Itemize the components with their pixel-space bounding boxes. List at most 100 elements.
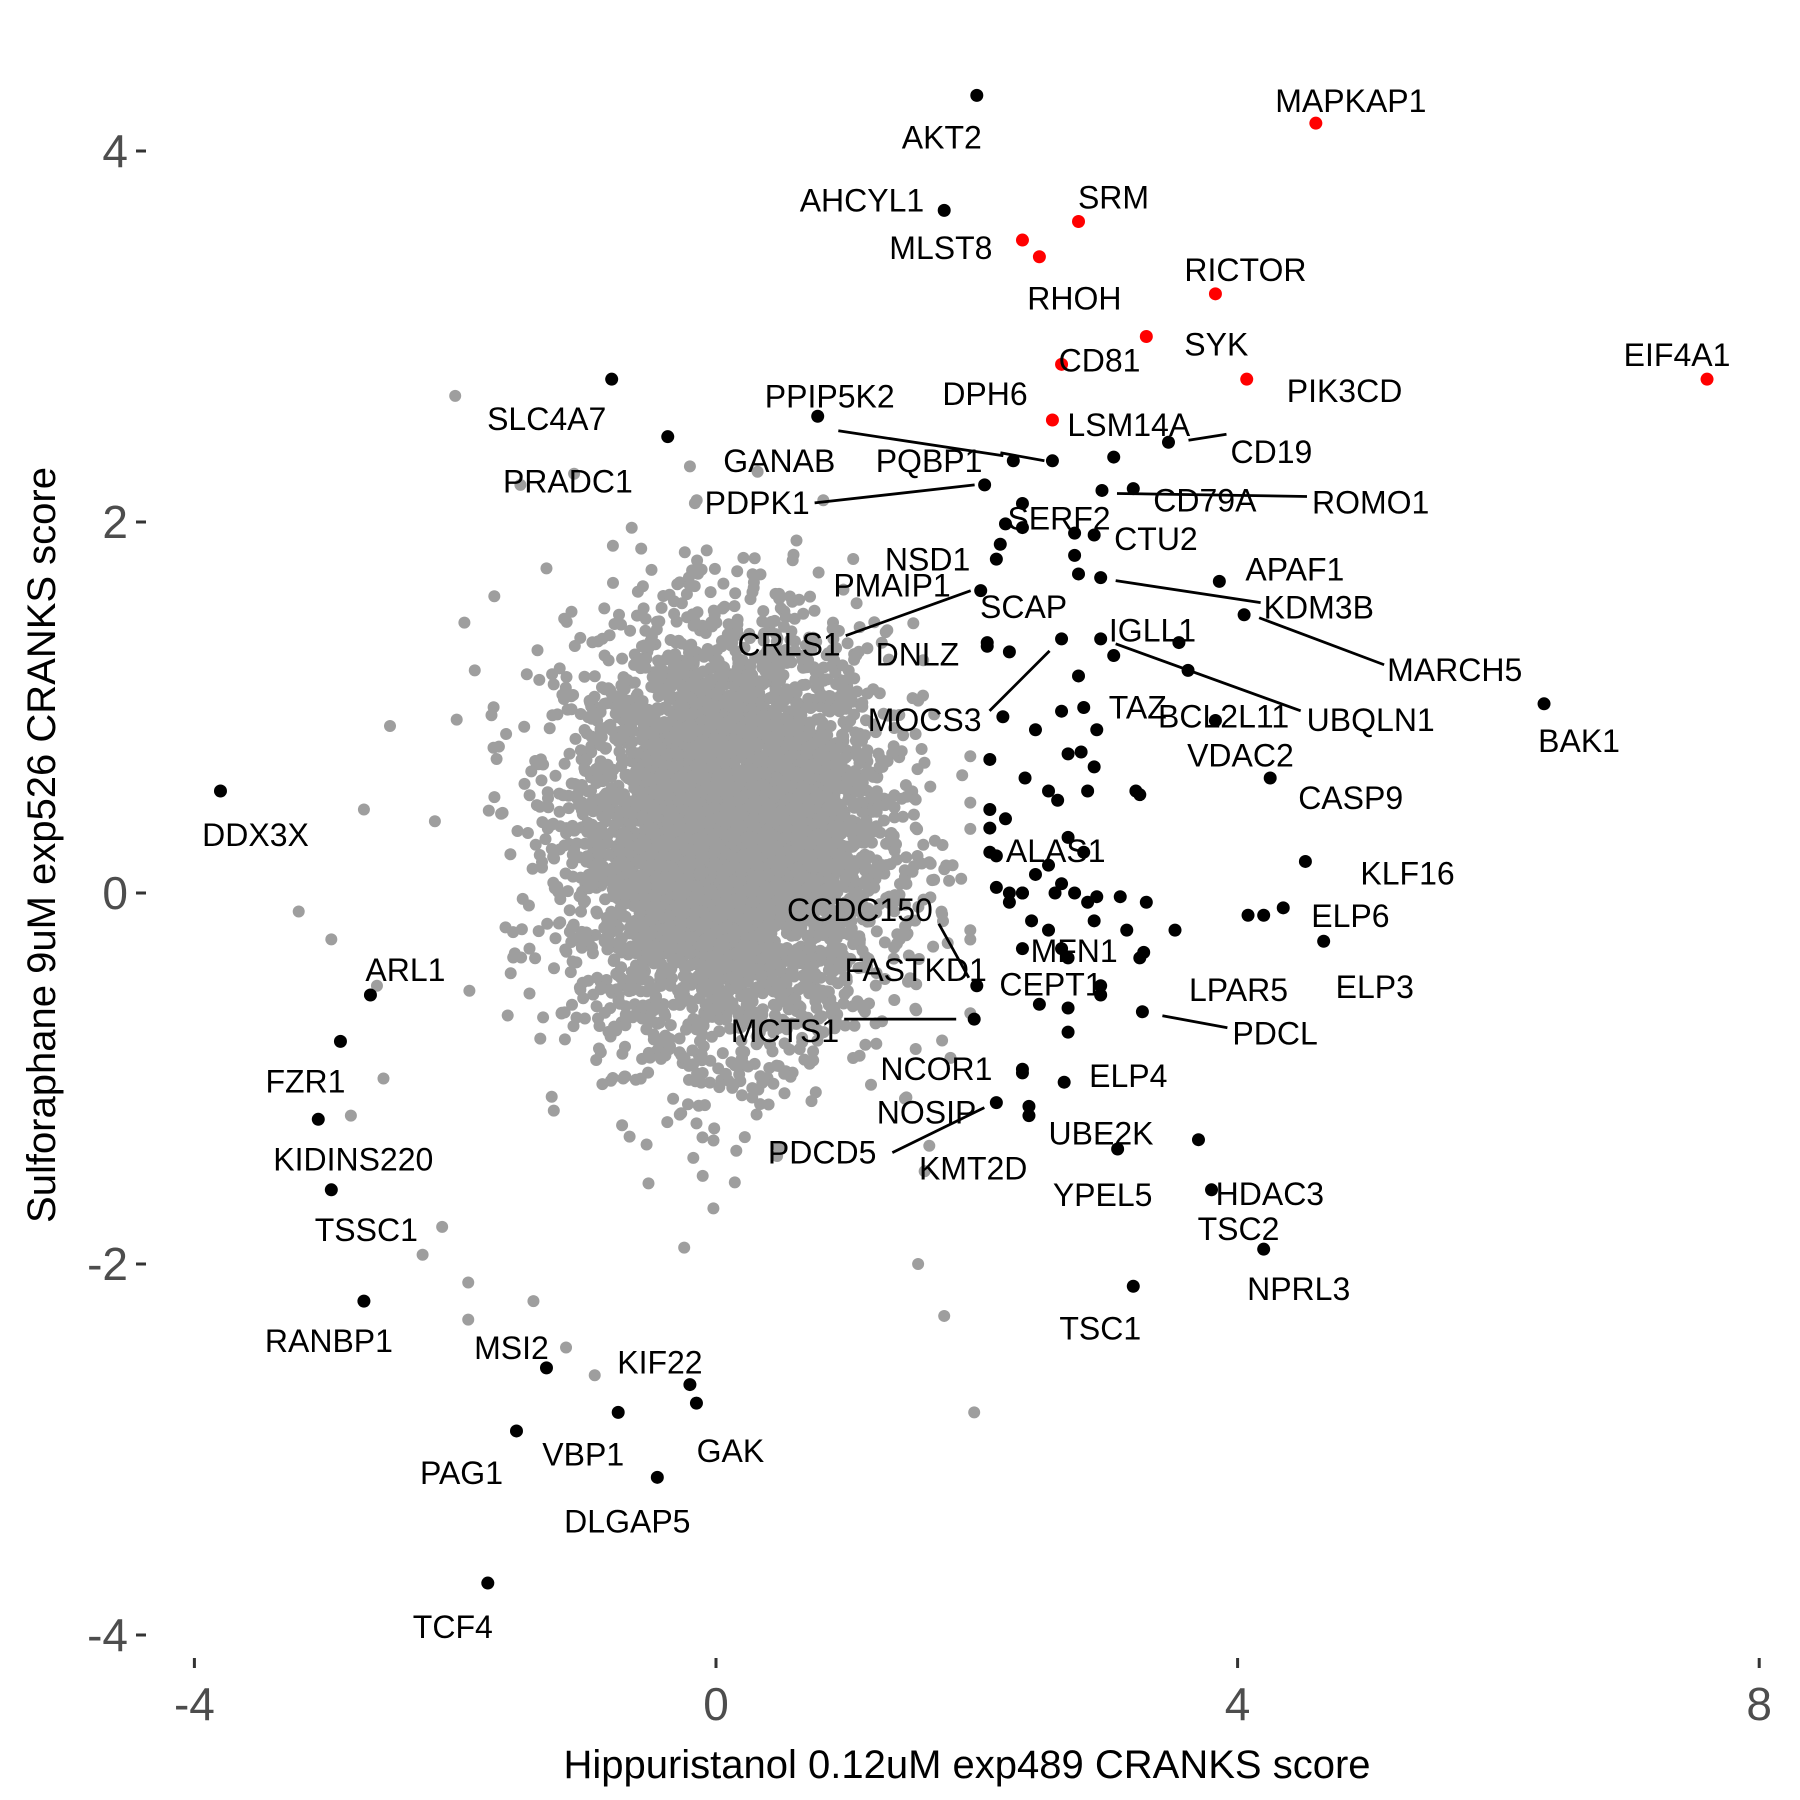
background-point xyxy=(692,567,704,580)
background-point xyxy=(884,833,897,846)
background-point xyxy=(808,604,821,617)
background-point xyxy=(910,1004,923,1017)
background-point xyxy=(778,1087,791,1100)
background-point xyxy=(594,845,607,858)
background-point xyxy=(567,689,580,701)
background-point xyxy=(797,803,809,816)
background-point xyxy=(731,628,744,641)
background-point xyxy=(700,544,713,557)
background-point xyxy=(664,1019,677,1032)
background-point xyxy=(895,792,908,805)
background-point xyxy=(633,798,646,811)
background-point xyxy=(663,588,676,601)
background-point xyxy=(844,952,857,965)
background-point xyxy=(577,896,590,909)
background-point xyxy=(804,590,816,603)
background-point xyxy=(786,766,799,778)
background-point xyxy=(574,708,587,720)
background-point xyxy=(964,796,977,809)
background-point xyxy=(841,985,854,997)
background-point xyxy=(573,796,586,809)
background-point xyxy=(564,966,577,979)
background-point xyxy=(776,989,788,1002)
background-point xyxy=(882,653,895,666)
background-point xyxy=(873,687,886,700)
background-point xyxy=(596,1078,609,1091)
background-point xyxy=(791,725,804,737)
background-point xyxy=(830,642,843,654)
background-point xyxy=(878,973,891,985)
background-point xyxy=(858,729,871,742)
background-point xyxy=(840,751,853,764)
background-point xyxy=(817,674,830,687)
background-point xyxy=(669,672,682,685)
background-point xyxy=(690,494,703,507)
background-point xyxy=(554,820,567,833)
background-point xyxy=(490,753,503,765)
background-point xyxy=(560,945,573,958)
background-point xyxy=(819,750,832,763)
background-point xyxy=(640,1023,653,1036)
background-point xyxy=(804,905,817,918)
background-point xyxy=(542,801,555,814)
background-point xyxy=(592,793,605,806)
background-point xyxy=(682,1098,694,1111)
background-point xyxy=(651,702,664,715)
background-point xyxy=(658,775,671,788)
background-point xyxy=(532,925,545,938)
background-point xyxy=(804,717,817,730)
background-point xyxy=(639,612,652,625)
background-point xyxy=(827,632,840,645)
background-point xyxy=(907,808,920,821)
background-point xyxy=(583,694,596,707)
background-point xyxy=(696,619,709,632)
background-point xyxy=(667,1092,680,1105)
background-point xyxy=(687,1012,700,1025)
background-point xyxy=(812,983,825,996)
background-point xyxy=(742,883,755,895)
background-point xyxy=(601,943,614,956)
background-point xyxy=(558,757,571,770)
background-point xyxy=(549,769,562,782)
background-point xyxy=(721,897,734,910)
background-point xyxy=(773,587,786,600)
background-point xyxy=(817,1026,830,1039)
background-point xyxy=(645,680,658,693)
background-point xyxy=(730,1144,743,1157)
background-point xyxy=(680,588,693,601)
background-point xyxy=(708,562,721,575)
x-tick-label: 4 xyxy=(1225,1678,1251,1730)
background-point xyxy=(805,1095,818,1108)
background-point xyxy=(504,967,517,980)
background-point xyxy=(695,754,708,767)
background-point xyxy=(887,740,900,753)
background-point xyxy=(551,708,564,721)
background-point xyxy=(704,721,717,734)
background-point xyxy=(507,926,520,939)
background-point xyxy=(845,826,857,839)
background-point xyxy=(853,890,866,903)
background-point xyxy=(765,856,778,869)
background-point xyxy=(900,1091,913,1104)
background-point xyxy=(770,1000,783,1013)
background-point xyxy=(823,924,836,937)
background-point xyxy=(902,949,915,962)
background-point xyxy=(854,825,867,837)
background-point xyxy=(715,814,728,827)
background-point xyxy=(624,624,637,637)
background-point xyxy=(869,979,882,992)
background-point xyxy=(807,1045,820,1058)
background-point xyxy=(687,1151,700,1164)
background-point xyxy=(812,928,825,941)
background-point xyxy=(790,534,803,547)
background-point xyxy=(637,999,649,1012)
background-point xyxy=(463,984,476,997)
background-point xyxy=(837,997,850,1010)
background-point xyxy=(570,1011,583,1024)
background-point xyxy=(809,665,822,678)
background-point xyxy=(558,612,571,625)
background-point xyxy=(823,705,836,718)
background-point xyxy=(548,962,560,975)
